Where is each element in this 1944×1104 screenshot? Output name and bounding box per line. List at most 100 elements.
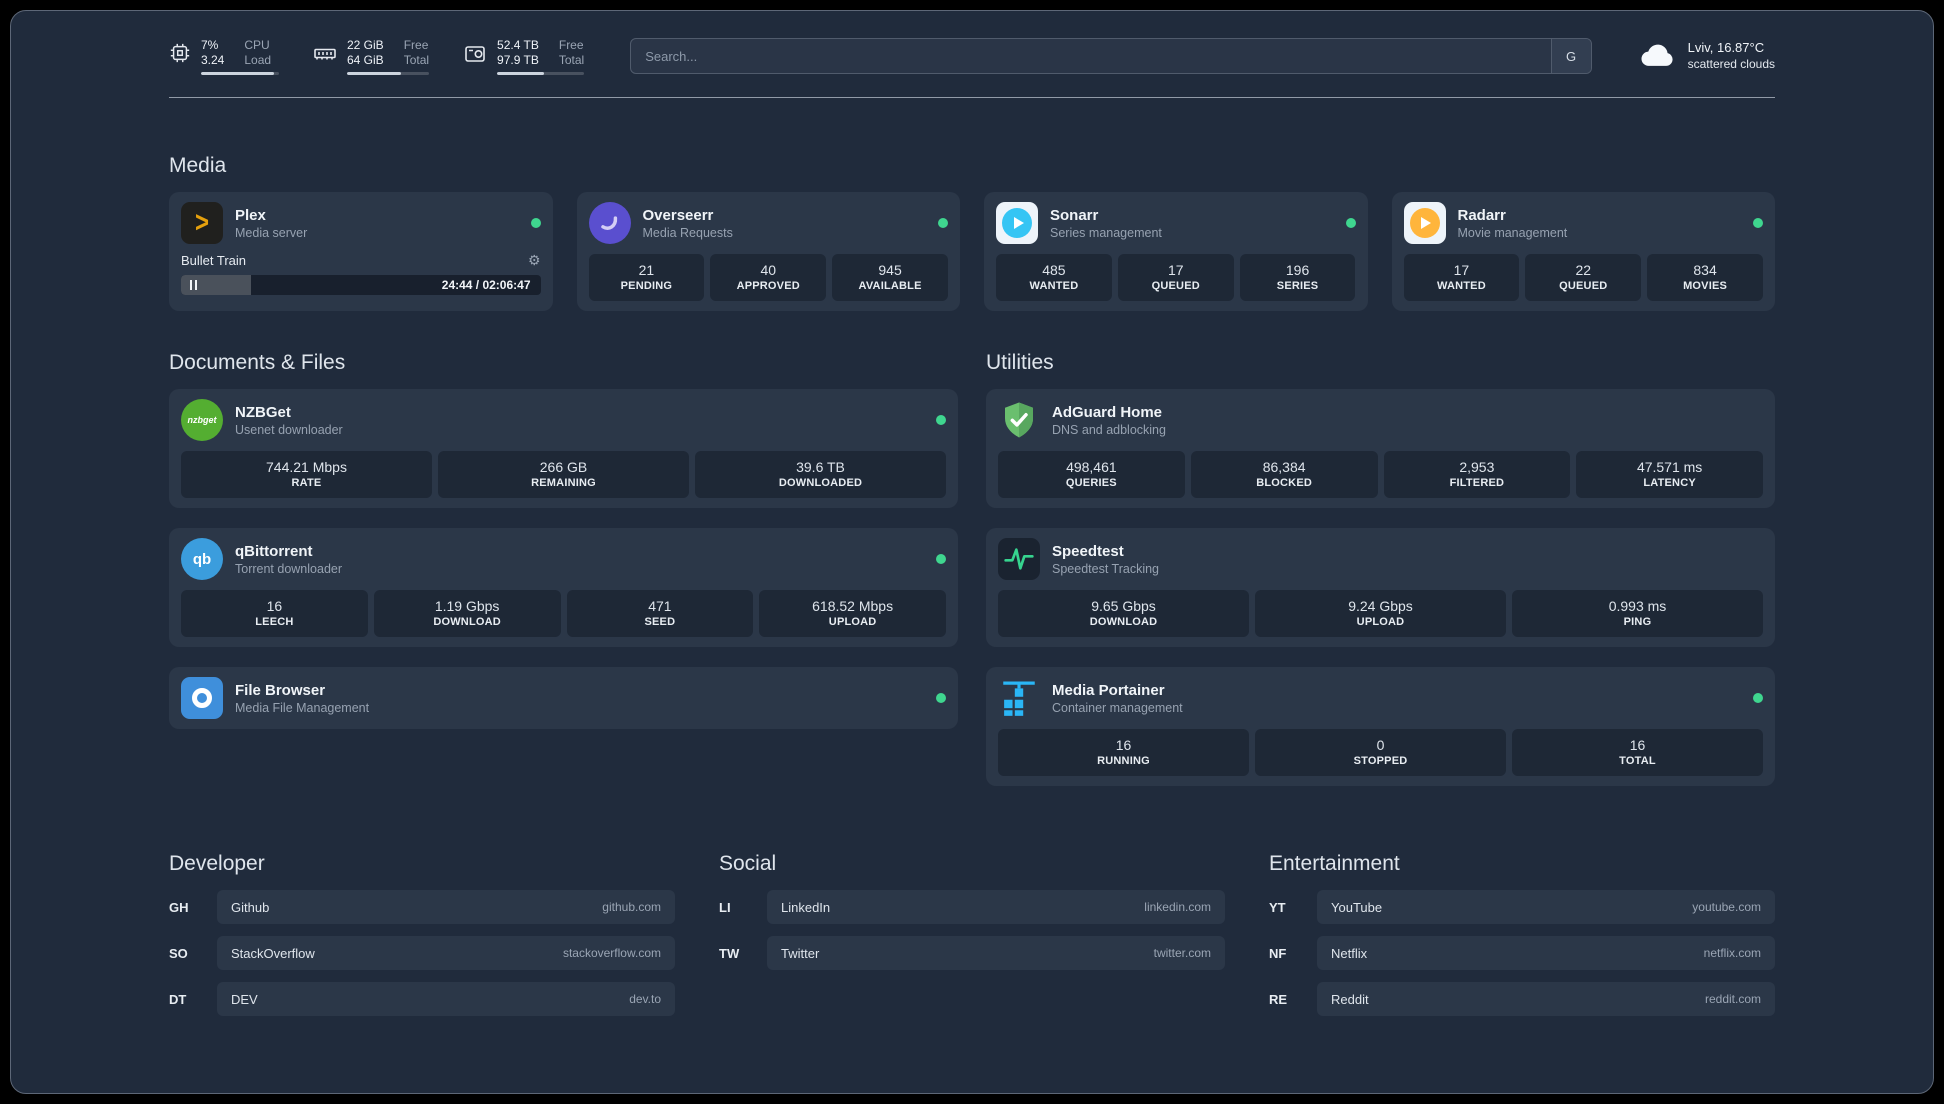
playback-progress-bar[interactable]: 24:44 / 02:06:47 — [181, 275, 541, 295]
stat-label: REMAINING — [531, 477, 596, 489]
service-card-speedtest[interactable]: Speedtest Speedtest Tracking 9.65 Gbps D… — [986, 528, 1775, 647]
section-title-utilities: Utilities — [986, 351, 1054, 374]
service-card-adguard[interactable]: AdGuard Home DNS and adblocking 498,461 … — [986, 389, 1775, 508]
stat-label: UPLOAD — [1356, 616, 1405, 628]
stat-label: UPLOAD — [828, 616, 877, 628]
bookmark-name: Netflix — [1331, 945, 1368, 961]
service-card-filebrowser[interactable]: File Browser Media File Management — [169, 667, 958, 729]
search-input[interactable] — [631, 39, 1551, 73]
now-playing-title: Bullet Train — [181, 253, 247, 268]
stat-value: 21 — [638, 262, 655, 278]
service-card-overseerr[interactable]: Overseerr Media Requests 21 PENDING 40 A… — [576, 192, 960, 311]
bookmark-name: Reddit — [1331, 991, 1369, 1007]
stat-label: SERIES — [1276, 280, 1319, 292]
cpu-icon — [169, 42, 191, 64]
bookmark-twitter[interactable]: TW Twitter twitter.com — [719, 936, 1225, 970]
bookmark-youtube[interactable]: YT YouTube youtube.com — [1269, 890, 1775, 924]
service-name: Media Portainer — [1052, 681, 1165, 699]
cpu-widget: 7% 3.24 CPU Load — [169, 38, 279, 75]
bookmark-group-social: Social LI LinkedIn linkedin.com TW Twitt… — [719, 852, 1225, 1016]
bookmark-abbr: RE — [1269, 991, 1288, 1007]
stat-value: 16 — [1629, 737, 1646, 753]
stat-tile-upload: 9.24 Gbps UPLOAD — [1255, 590, 1506, 637]
section-title-documents: Documents & Files — [169, 351, 346, 374]
memory-usage-bar-fill — [347, 71, 402, 75]
bookmark-dev[interactable]: DT DEV dev.to — [169, 982, 675, 1016]
memory-free-value: 22 GiB — [347, 37, 384, 52]
stat-label: LEECH — [255, 616, 294, 628]
stat-value: 17 — [1453, 262, 1470, 278]
bookmark-abbr: TW — [719, 945, 740, 961]
memory-usage-bar — [347, 71, 430, 75]
stat-label: PING — [1623, 616, 1652, 628]
overseerr-icon — [588, 202, 631, 244]
bookmark-url: github.com — [602, 900, 661, 914]
qbittorrent-icon: qb — [181, 538, 223, 580]
bookmark-netflix[interactable]: NF Netflix netflix.com — [1269, 936, 1775, 970]
stat-label: DOWNLOAD — [1089, 616, 1158, 628]
stat-label: RUNNING — [1097, 755, 1150, 767]
service-desc: Media server — [235, 225, 308, 240]
disk-usage-bar-fill — [497, 71, 545, 75]
bookmark-url: netflix.com — [1703, 946, 1761, 960]
disk-free-label: Free — [558, 37, 584, 52]
bookmark-abbr: NF — [1269, 945, 1287, 961]
service-card-plex[interactable]: > Plex Media server Bullet Train ⚙ — [169, 192, 553, 311]
stat-tile-pending: 21 PENDING — [588, 254, 705, 301]
service-card-sonarr[interactable]: Sonarr Series management 485 WANTED 17 Q… — [984, 192, 1368, 311]
bookmark-abbr: DT — [169, 991, 187, 1007]
bookmark-name: DEV — [231, 991, 258, 1007]
portainer-icon — [998, 677, 1040, 719]
bookmark-group-developer: Developer GH Github github.com SO StackO… — [169, 852, 675, 1016]
service-name: AdGuard Home — [1052, 403, 1163, 421]
media-grid: > Plex Media server Bullet Train ⚙ — [169, 192, 1775, 311]
service-name: Overseerr — [642, 206, 714, 224]
nzbget-logo-text: nzbget — [187, 415, 217, 425]
weather-widget: Lviv, 16.87°C scattered clouds — [1638, 37, 1775, 75]
stat-label: BLOCKED — [1256, 477, 1313, 489]
service-name: Radarr — [1457, 206, 1506, 224]
stat-label: SEED — [644, 616, 676, 628]
stat-tile-wanted: 17 WANTED — [1403, 254, 1520, 301]
stat-tile-downloaded: 39.6 TB DOWNLOADED — [695, 451, 946, 498]
service-card-radarr[interactable]: Radarr Movie management 17 WANTED 22 QUE… — [1391, 192, 1775, 311]
bookmark-github[interactable]: GH Github github.com — [169, 890, 675, 924]
service-desc: Media Requests — [642, 225, 733, 240]
memory-icon — [313, 42, 337, 66]
stat-label: APPROVED — [736, 280, 800, 292]
status-dot — [1345, 218, 1356, 228]
pause-icon[interactable] — [190, 280, 197, 290]
bookmark-stackoverflow[interactable]: SO StackOverflow stackoverflow.com — [169, 936, 675, 970]
cpu-usage-bar — [201, 71, 279, 75]
disk-widget: 52.4 TB 97.9 TB Free Total — [463, 37, 585, 75]
service-desc: Torrent downloader — [235, 561, 343, 576]
service-card-nzbget[interactable]: nzbget NZBGet Usenet downloader 744.21 M… — [169, 389, 958, 508]
stat-value: 834 — [1693, 262, 1717, 278]
stat-value: 16 — [266, 598, 283, 614]
section-title-entertainment: Entertainment — [1269, 852, 1400, 875]
service-name: Speedtest — [1052, 542, 1124, 560]
service-card-portainer[interactable]: Media Portainer Container management 16 … — [986, 667, 1775, 786]
stat-tile-download: 9.65 Gbps DOWNLOAD — [998, 590, 1249, 637]
stat-value: 86,384 — [1262, 459, 1306, 475]
stat-tile-seed: 471 SEED — [566, 590, 754, 637]
service-card-qbittorrent[interactable]: qb qBittorrent Torrent downloader 16 LEE… — [169, 528, 958, 647]
service-desc: Speedtest Tracking — [1052, 561, 1160, 576]
settings-icon[interactable]: ⚙ — [527, 252, 541, 268]
stat-tile-remaining: 266 GB REMAINING — [438, 451, 689, 498]
search-provider-button[interactable]: G — [1550, 39, 1591, 73]
documents-column: Documents & Files nzbget NZBGet Usenet d… — [169, 351, 958, 786]
stat-label: STOPPED — [1353, 755, 1408, 767]
bookmark-reddit[interactable]: RE Reddit reddit.com — [1269, 982, 1775, 1016]
bookmark-name: YouTube — [1331, 899, 1383, 915]
stat-label: QUEUED — [1151, 280, 1200, 292]
adguard-icon — [998, 399, 1040, 441]
stat-tile-available: 945 AVAILABLE — [832, 254, 948, 301]
bookmark-linkedin[interactable]: LI LinkedIn linkedin.com — [719, 890, 1225, 924]
status-dot — [936, 415, 946, 425]
stat-tile-stopped: 0 STOPPED — [1255, 729, 1506, 776]
weather-location: Lviv, 16.87°C — [1687, 40, 1765, 55]
cpu-load-value: 3.24 — [201, 52, 225, 67]
stat-value: 2,953 — [1459, 459, 1495, 475]
stat-label: FILTERED — [1449, 477, 1505, 489]
